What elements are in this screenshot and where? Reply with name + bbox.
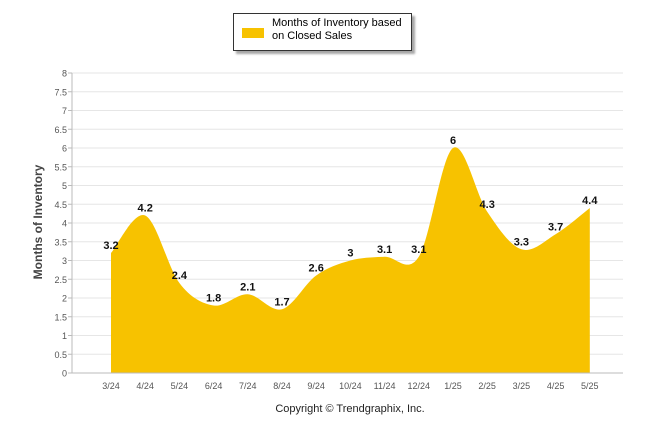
y-tick-label: 7.5 xyxy=(54,87,67,97)
x-tick-label: 5/25 xyxy=(581,381,599,391)
y-tick-label: 7 xyxy=(62,106,67,116)
y-tick-label: 1 xyxy=(62,331,67,341)
y-tick-label: 2 xyxy=(62,294,67,304)
x-tick-label: 1/25 xyxy=(444,381,462,391)
y-tick-label: 3 xyxy=(62,256,67,266)
x-tick-label: 4/25 xyxy=(547,381,565,391)
data-label: 1.7 xyxy=(274,296,289,308)
y-tick-label: 2.5 xyxy=(54,275,67,285)
x-tick-label: 6/24 xyxy=(205,381,223,391)
data-label: 2.6 xyxy=(309,263,324,275)
data-label: 3.1 xyxy=(377,244,392,256)
y-tick-label: 0 xyxy=(62,369,67,379)
data-label: 1.8 xyxy=(206,293,221,305)
copyright-text: Copyright © Trendgraphix, Inc. xyxy=(275,403,425,415)
legend-label: Months of Inventory based on Closed Sale… xyxy=(272,17,402,42)
x-tick-label: 5/24 xyxy=(171,381,189,391)
area-series xyxy=(111,147,590,373)
x-tick-label: 8/24 xyxy=(273,381,291,391)
x-tick-labels: 3/24 4/24 5/24 6/24 7/24 8/24 9/24 10/24 11/24 12… xyxy=(102,381,598,391)
y-tick-label: 4 xyxy=(62,219,67,229)
y-tick-label: 3.5 xyxy=(54,237,67,247)
data-label: 4.3 xyxy=(480,199,495,211)
y-tick-label: 0.5 xyxy=(54,350,67,360)
y-tick-label: 1.5 xyxy=(54,312,67,322)
y-tick-label: 6 xyxy=(62,144,67,154)
y-tick-label: 4.5 xyxy=(54,200,67,210)
x-tick-label: 7/24 xyxy=(239,381,257,391)
y-tick-label: 6.5 xyxy=(54,125,67,135)
data-label: 4.2 xyxy=(138,203,153,215)
legend: Months of Inventory based on Closed Sale… xyxy=(233,13,412,51)
y-tick-label: 8 xyxy=(62,69,67,79)
x-tick-label: 3/25 xyxy=(513,381,531,391)
data-label: 4.4 xyxy=(582,195,598,207)
x-tick-label: 12/24 xyxy=(408,381,431,391)
data-label: 3 xyxy=(347,248,353,260)
data-labels: 3.2 4.2 2.4 1.8 2.1 1.7 2.6 3 3.1 3.1 6 4.3 3.3 3.7 4.… xyxy=(103,135,598,308)
data-label: 2.1 xyxy=(240,281,255,293)
x-tick-label: 10/24 xyxy=(339,381,362,391)
data-label: 3.3 xyxy=(514,236,529,248)
data-label: 3.7 xyxy=(548,221,563,233)
x-tick-label: 11/24 xyxy=(374,381,396,391)
x-tick-label: 2/25 xyxy=(478,381,496,391)
y-tick-label: 5.5 xyxy=(54,162,67,172)
y-axis-title: Months of Inventory xyxy=(31,164,45,279)
y-tick-labels: 0 0.5 1 1.5 2 2.5 3 3.5 4 4.5 5 5.5 6 6.5 7 7.5 8 xyxy=(54,69,72,379)
data-label: 3.2 xyxy=(103,240,118,252)
x-tick-label: 4/24 xyxy=(136,381,154,391)
data-label: 2.4 xyxy=(172,270,188,282)
x-tick-label: 9/24 xyxy=(307,381,325,391)
data-label: 3.1 xyxy=(411,244,426,256)
legend-swatch xyxy=(242,28,264,38)
y-tick-label: 5 xyxy=(62,181,67,191)
data-label: 6 xyxy=(450,135,456,147)
x-tick-label: 3/24 xyxy=(102,381,120,391)
